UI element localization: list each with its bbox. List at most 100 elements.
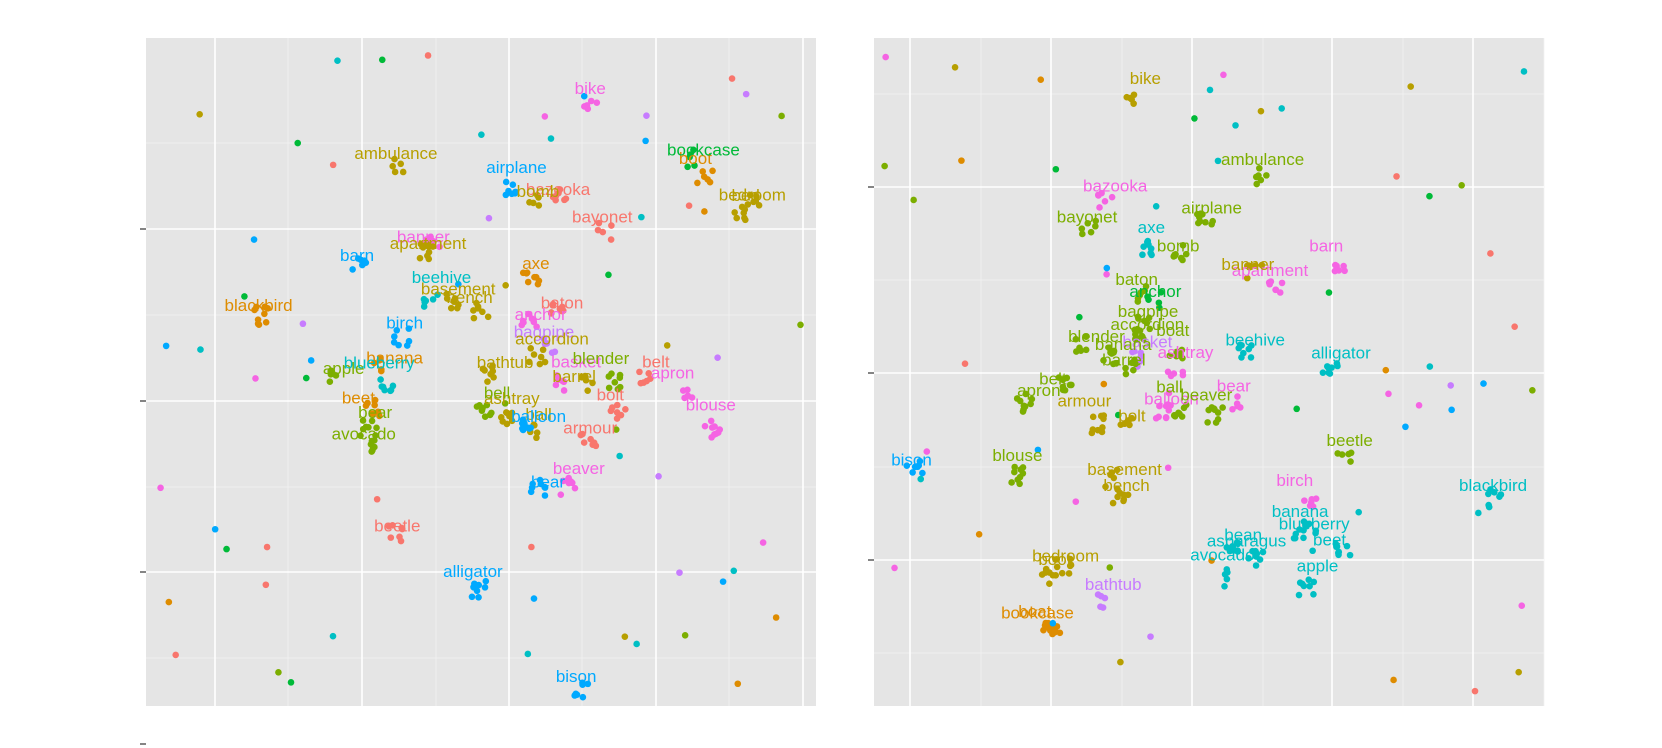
scatter-point: [1011, 468, 1018, 476]
scatter-point: [1167, 372, 1175, 380]
scatter-point: [622, 406, 629, 413]
word-label: banana: [1095, 335, 1152, 354]
scatter-point: [326, 378, 334, 386]
scatter-point: [558, 307, 565, 315]
scatter-point: [470, 314, 478, 322]
scatter-point: [1108, 193, 1116, 201]
scatter-point: [1382, 366, 1390, 374]
word-label: beehive: [1225, 330, 1285, 349]
scatter-point: [329, 632, 337, 640]
scatter-point: [307, 357, 315, 364]
scatter-point: [223, 545, 230, 553]
word-label: apple: [1297, 557, 1339, 576]
scatter-point: [1301, 497, 1308, 504]
scatter-point: [1137, 353, 1145, 360]
scatter-point: [294, 139, 302, 147]
word-label: bolt: [1118, 406, 1146, 425]
scatter-point: [371, 396, 379, 404]
scatter-point: [481, 413, 489, 420]
scatter-point: [593, 99, 601, 106]
scatter-point: [424, 52, 432, 59]
scatter-point: [1076, 313, 1083, 321]
scatter-point: [1128, 414, 1136, 422]
scatter-point: [537, 353, 545, 361]
word-label: bagpipe: [1118, 302, 1179, 321]
scatter-point: [1258, 261, 1266, 269]
scatter-point: [728, 75, 736, 82]
scatter-point: [701, 422, 709, 430]
scatter-point: [638, 213, 645, 221]
word-label: bayonet: [572, 207, 633, 226]
scatter-point: [368, 437, 376, 445]
scatter-point: [1206, 86, 1214, 94]
scatter-point: [746, 191, 754, 199]
word-label: balloon: [511, 407, 566, 426]
word-label: ashtray: [484, 389, 540, 408]
scatter-point: [1214, 409, 1222, 416]
scatter-point: [1234, 393, 1241, 400]
scatter-point: [196, 111, 203, 118]
word-label: axe: [522, 254, 549, 273]
scatter-point: [455, 280, 462, 288]
word-label: bed: [731, 186, 759, 205]
word-label: beetle: [374, 517, 420, 536]
scatter-point: [263, 543, 271, 551]
scatter-point: [1305, 520, 1313, 528]
word-label: apron: [651, 364, 694, 383]
word-label: belt: [642, 352, 670, 371]
scatter-point: [642, 137, 649, 145]
scatter-point: [709, 167, 716, 175]
word-label: bison: [891, 451, 932, 470]
word-label: barn: [340, 246, 374, 265]
scatter-point: [1518, 602, 1526, 610]
scatter-point: [1052, 165, 1060, 173]
scatter-point: [1065, 570, 1073, 577]
scatter-point: [525, 358, 533, 366]
scatter-point: [468, 593, 476, 601]
scatter-point: [580, 439, 588, 446]
scatter-point: [1390, 676, 1397, 684]
word-label: airplane: [486, 158, 547, 177]
scatter-point: [1309, 547, 1316, 555]
scatter-point: [568, 479, 576, 487]
scatter-point: [241, 293, 248, 300]
scatter-point: [1130, 366, 1137, 374]
scatter-point: [551, 348, 559, 356]
scatter-point: [473, 403, 481, 410]
scatter-point: [1055, 374, 1063, 381]
scatter-point: [701, 208, 708, 215]
scatter-point: [1053, 556, 1061, 563]
scatter-point: [1142, 283, 1150, 290]
scatter-point: [1259, 548, 1267, 556]
scatter-point: [1171, 252, 1179, 260]
scatter-point: [1252, 553, 1260, 560]
scatter-point: [605, 373, 613, 380]
scatter-point: [1110, 474, 1118, 482]
scatter-point: [1520, 68, 1528, 75]
scatter-point: [416, 254, 424, 262]
plot-background: [874, 38, 1544, 706]
scatter-point: [1072, 498, 1080, 505]
scatter-point: [599, 228, 607, 236]
scatter-point: [549, 300, 557, 308]
scatter-point: [378, 56, 386, 64]
scatter-point: [1089, 426, 1097, 433]
scatter-point: [541, 492, 549, 499]
scatter-point: [1072, 335, 1080, 343]
scatter-point: [1068, 381, 1075, 389]
scatter-point: [1122, 364, 1129, 372]
scatter-point: [533, 434, 540, 442]
scatter-point: [1238, 341, 1245, 349]
scatter-point: [302, 374, 310, 382]
scatter-point: [1152, 414, 1160, 422]
word-label: beaver: [553, 459, 605, 478]
scatter-point: [427, 233, 434, 241]
scatter-point: [1252, 562, 1260, 569]
scatter-point: [1402, 423, 1409, 431]
scatter-point: [451, 295, 459, 302]
word-label: bathtub: [1085, 575, 1142, 594]
scatter-point: [172, 651, 179, 659]
scatter-point: [903, 462, 911, 469]
scatter-point: [422, 297, 430, 305]
